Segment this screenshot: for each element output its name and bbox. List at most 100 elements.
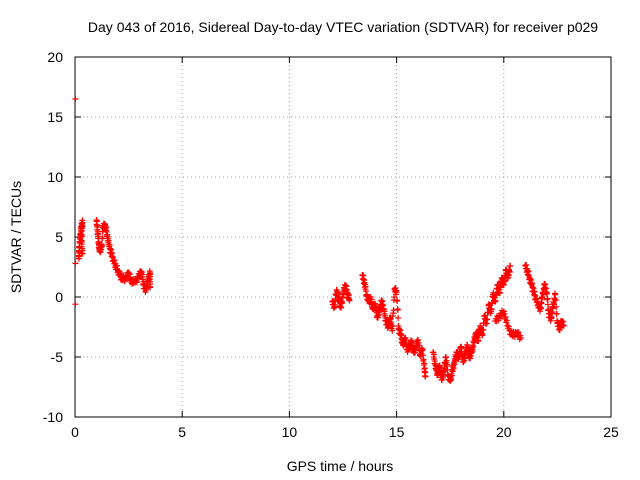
data-point [346, 297, 353, 304]
data-point [143, 286, 150, 293]
x-tick-label: 20 [496, 424, 512, 440]
data-point [505, 272, 512, 279]
data-point [395, 314, 402, 321]
data-point [443, 357, 450, 364]
data-point [515, 329, 522, 336]
data-point [411, 349, 418, 356]
data-point [72, 260, 79, 267]
y-tick-label: 0 [55, 289, 63, 305]
data-point [479, 332, 486, 339]
data-point [543, 290, 550, 297]
x-tick-label: 0 [71, 424, 79, 440]
data-point [537, 305, 544, 312]
data-point [404, 348, 411, 355]
data-point [448, 372, 455, 379]
data-point [444, 361, 451, 368]
data-point [389, 323, 396, 330]
data-point [496, 290, 503, 297]
data-point [488, 306, 495, 313]
x-tick-label: 15 [389, 424, 405, 440]
data-point [506, 269, 513, 276]
data-point [394, 298, 401, 305]
data-point [448, 376, 455, 383]
data-point [467, 355, 474, 362]
data-point [548, 315, 555, 322]
data-point [374, 314, 381, 321]
data-point [480, 327, 487, 334]
data-point [552, 291, 559, 298]
data-point [72, 96, 79, 102]
data-point [552, 296, 559, 303]
y-tick-label: -10 [43, 409, 63, 425]
data-point [422, 373, 429, 380]
data-point [419, 352, 426, 359]
data-point [339, 300, 346, 307]
data-point [553, 310, 560, 317]
data-point [420, 356, 427, 363]
data-point [439, 374, 446, 381]
data-point [419, 346, 426, 353]
data-point [411, 349, 418, 356]
data-point [133, 279, 140, 286]
x-tick-label: 25 [603, 424, 619, 440]
data-point [450, 365, 457, 372]
data-point [98, 246, 105, 253]
data-point [507, 327, 514, 334]
data-point [503, 317, 510, 324]
data-point [394, 306, 401, 313]
x-tick-label: 5 [178, 424, 186, 440]
data-point [78, 231, 85, 238]
data-point [338, 304, 345, 311]
data-point [501, 310, 508, 317]
tick-labels: 0 5 10 15 20 25 -10 -5 0 5 10 15 20 [43, 49, 619, 440]
data-point [492, 297, 499, 304]
data-point [375, 311, 382, 318]
data-point [72, 301, 79, 308]
data-point [553, 303, 560, 310]
data-point [469, 347, 476, 354]
y-tick-label: -5 [51, 349, 64, 365]
data-point [517, 334, 524, 341]
data-point [470, 343, 477, 350]
y-tick-label: 5 [55, 229, 63, 245]
y-tick-label: 15 [47, 109, 63, 125]
data-point [147, 284, 154, 291]
data-point [475, 338, 482, 345]
chart-title: Day 043 of 2016, Sidereal Day-to-day VTE… [88, 19, 598, 35]
data-point [143, 282, 150, 289]
data-point [421, 360, 428, 367]
data-point [393, 289, 400, 296]
data-point [452, 357, 459, 364]
data-point [331, 304, 338, 311]
axis-ticks [74, 56, 612, 418]
y-axis-label: SDTVAR / TECUs [8, 181, 24, 293]
data-point [538, 300, 545, 307]
data-point [556, 327, 563, 334]
data-point [497, 315, 504, 322]
data-point [99, 235, 106, 242]
data-point [79, 222, 86, 229]
data-point [79, 250, 86, 257]
data-point [97, 249, 104, 256]
data-point [467, 352, 474, 359]
x-axis-label: GPS time / hours [287, 458, 394, 474]
data-point [449, 368, 456, 375]
data-point [507, 262, 514, 269]
data-point [544, 301, 551, 308]
grid [75, 57, 611, 417]
data-point [502, 314, 509, 321]
y-tick-label: 20 [47, 49, 63, 65]
y-tick-label: 10 [47, 169, 63, 185]
data-point [332, 297, 339, 304]
data-point [471, 339, 478, 346]
data-point [484, 316, 491, 323]
x-tick-label: 10 [282, 424, 298, 440]
data-point [544, 295, 551, 302]
data-point [501, 278, 508, 285]
data-points [72, 96, 567, 384]
data-point [98, 242, 105, 249]
data-point [505, 323, 512, 330]
data-point [442, 354, 449, 360]
data-point [497, 284, 504, 291]
